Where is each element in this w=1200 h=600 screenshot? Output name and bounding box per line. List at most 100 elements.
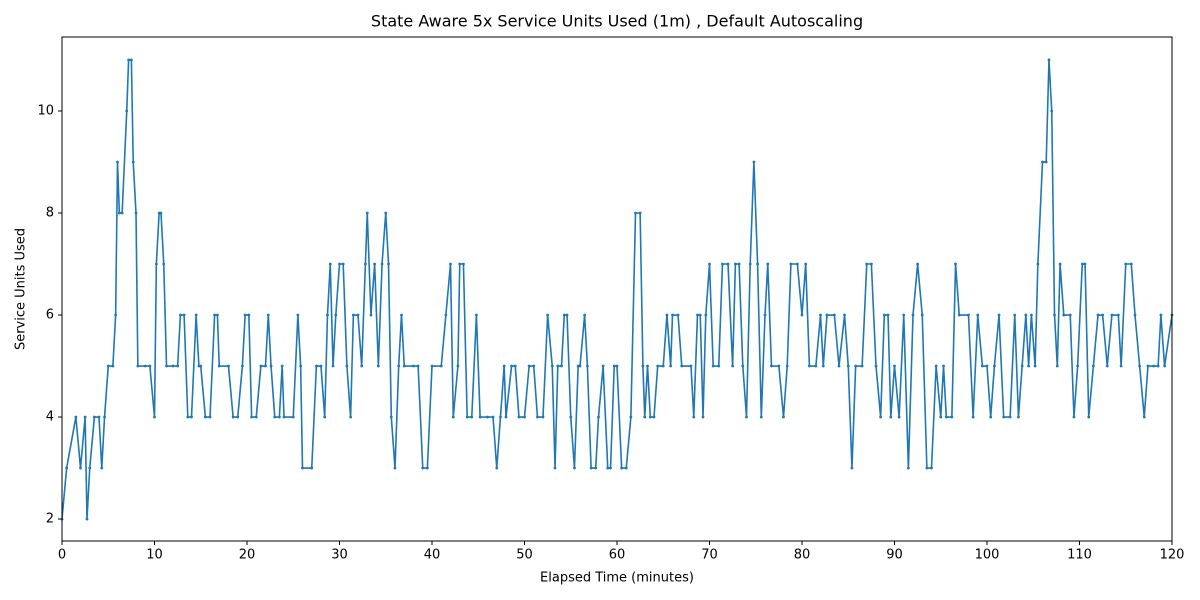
data-point (444, 313, 448, 317)
y-tick-label: 10 (37, 103, 54, 118)
data-point (569, 415, 573, 419)
data-point (88, 466, 92, 470)
data-point (365, 211, 369, 215)
data-point (541, 415, 545, 419)
data-point (874, 364, 878, 368)
data-point (782, 415, 785, 419)
data-point (1142, 415, 1146, 419)
data-point (634, 211, 637, 215)
data-point (1062, 313, 1066, 317)
x-tick-label: 80 (794, 548, 811, 563)
y-tick-label: 8 (46, 205, 54, 220)
data-point (886, 313, 890, 317)
x-tick-label: 90 (886, 548, 903, 563)
data-point (696, 313, 699, 317)
y-tick-label: 2 (46, 512, 54, 527)
data-point (264, 364, 267, 368)
data-point (609, 466, 612, 470)
data-point (536, 415, 539, 419)
data-point (301, 466, 304, 470)
data-point (692, 415, 696, 419)
data-point (766, 262, 770, 266)
data-point (364, 262, 367, 266)
data-point (83, 415, 87, 419)
data-point (1017, 415, 1020, 419)
data-point (944, 415, 948, 419)
data-point (763, 313, 767, 317)
y-tick-label: 4 (46, 410, 54, 425)
data-point (125, 109, 129, 113)
data-point (606, 466, 610, 470)
data-point (925, 466, 929, 470)
data-point (550, 364, 554, 368)
data-point (127, 58, 130, 62)
data-point (456, 364, 460, 368)
data-point (597, 415, 600, 419)
data-point (291, 415, 295, 419)
data-point (676, 313, 680, 317)
data-point (314, 364, 318, 368)
data-point (993, 364, 996, 368)
data-point (1030, 313, 1033, 317)
data-point (1083, 262, 1087, 266)
data-point (79, 466, 82, 470)
data-point (186, 415, 190, 419)
data-point (131, 160, 135, 164)
data-point (240, 364, 244, 368)
data-point (562, 313, 566, 317)
data-point (860, 364, 864, 368)
data-point (393, 466, 397, 470)
data-point (971, 415, 975, 419)
data-point (643, 415, 647, 419)
data-point (785, 364, 789, 368)
data-point (985, 364, 989, 368)
x-tick-label: 110 (1067, 548, 1092, 563)
data-point (1110, 313, 1114, 317)
data-point (869, 262, 873, 266)
data-point (1068, 313, 1072, 317)
data-point (1027, 364, 1031, 368)
data-point (889, 415, 893, 419)
data-point (400, 313, 403, 317)
data-point (373, 262, 377, 266)
data-point (1072, 415, 1076, 419)
data-point (527, 364, 531, 368)
data-point (661, 364, 665, 368)
data-point (1020, 364, 1024, 368)
data-point (698, 313, 702, 317)
data-point (120, 211, 124, 215)
data-point (897, 415, 901, 419)
data-point (116, 160, 119, 164)
data-point (789, 262, 793, 266)
data-point (254, 415, 258, 419)
data-point (846, 364, 850, 368)
data-point (356, 313, 360, 317)
data-point (731, 364, 735, 368)
data-point (171, 364, 175, 368)
data-point (328, 262, 332, 266)
data-point (129, 58, 133, 62)
data-point (176, 364, 180, 368)
data-point (114, 313, 118, 317)
data-point (203, 415, 207, 419)
data-point (620, 466, 624, 470)
data-point (103, 415, 106, 419)
data-point (341, 262, 345, 266)
data-point (1041, 160, 1044, 164)
data-point (850, 466, 854, 470)
data-point (143, 364, 147, 368)
data-point (902, 313, 906, 317)
data-point (369, 313, 373, 317)
data-point (154, 262, 158, 266)
data-point (1008, 415, 1012, 419)
data-point (397, 364, 401, 368)
data-point (573, 466, 576, 470)
data-point (190, 415, 193, 419)
data-point (1116, 313, 1120, 317)
data-point (553, 466, 557, 470)
data-point (734, 262, 737, 266)
data-point (439, 364, 443, 368)
data-point (957, 313, 961, 317)
x-tick-label: 30 (331, 548, 348, 563)
